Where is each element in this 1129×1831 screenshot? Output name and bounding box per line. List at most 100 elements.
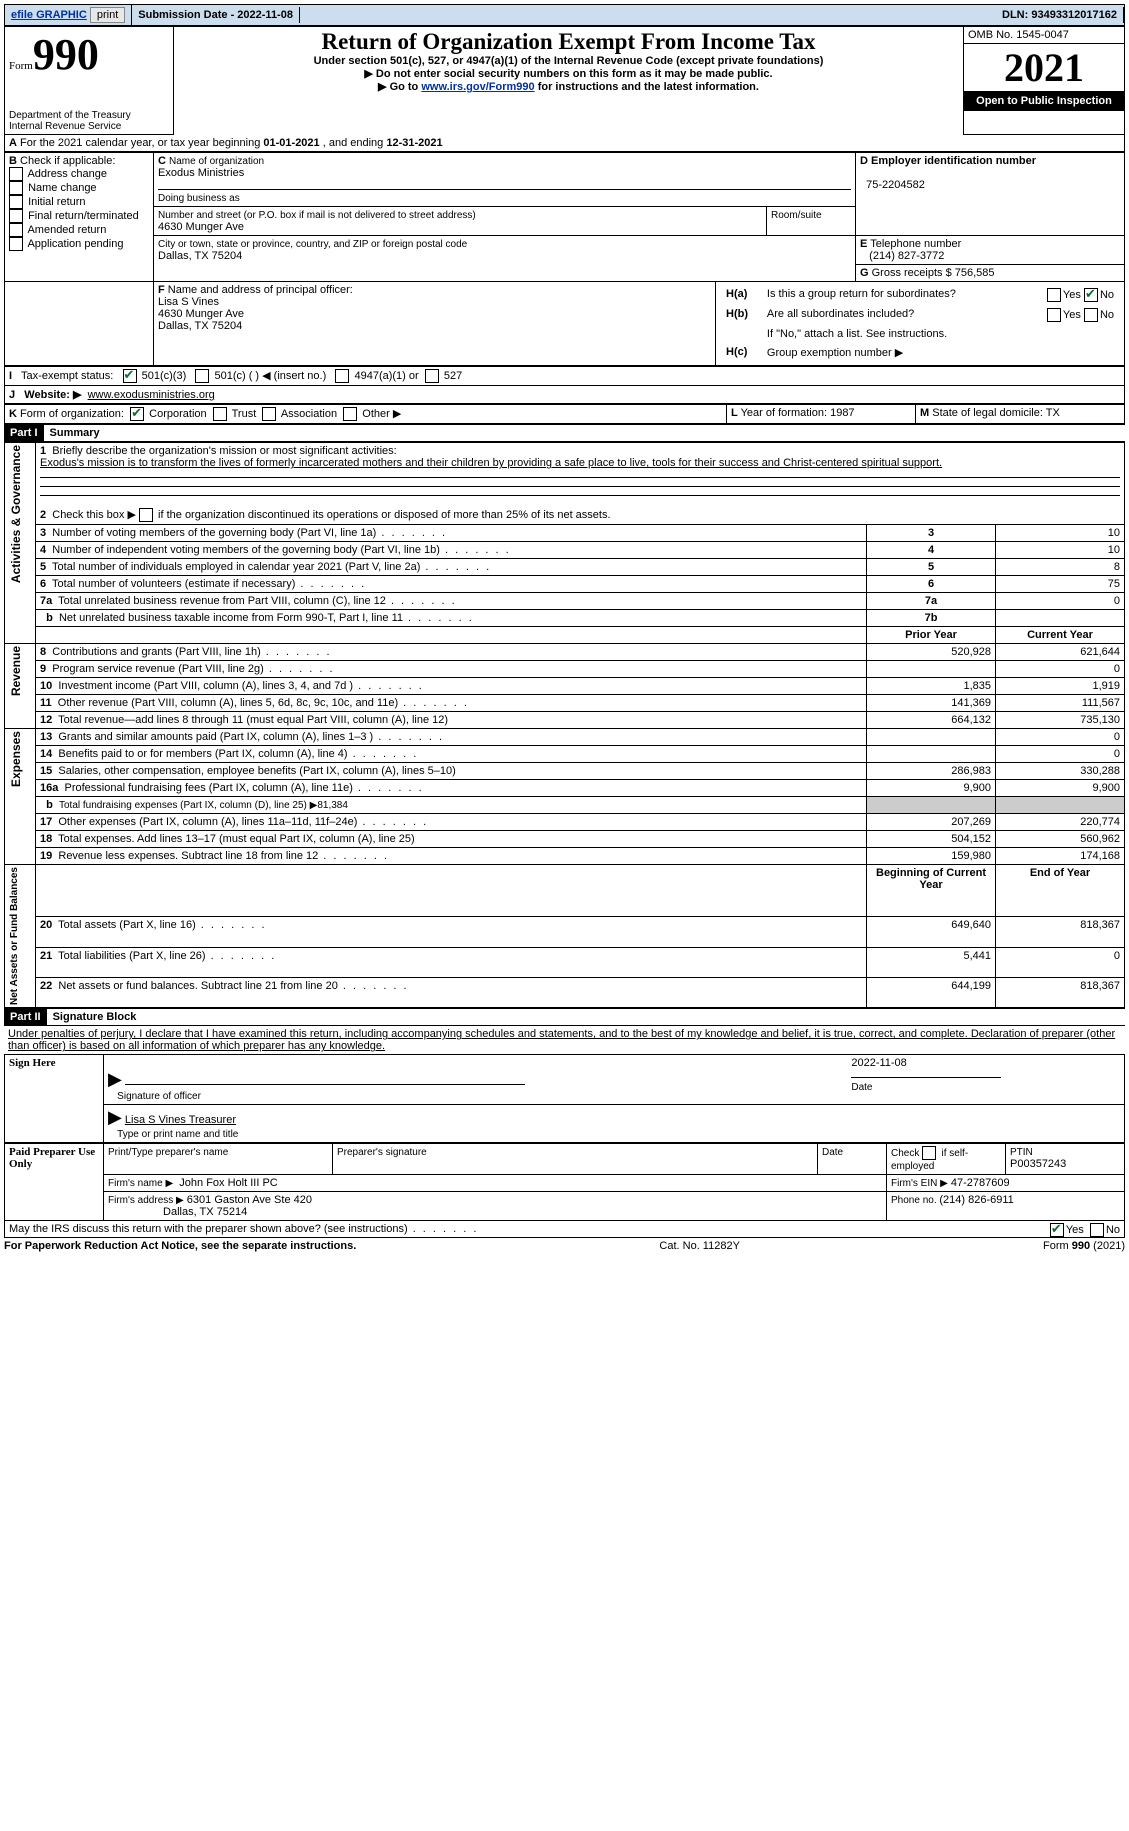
omb-number: OMB No. 1545-0047 xyxy=(964,27,1124,44)
chk-initial-return[interactable]: Initial return xyxy=(28,196,85,208)
org-info-block: B Check if applicable: Address change Na… xyxy=(4,152,1125,282)
i-label: Tax-exempt status: xyxy=(21,370,113,382)
officer-city: Dallas, TX 75204 xyxy=(158,320,242,332)
phone-value: (214) 827-3772 xyxy=(869,250,944,262)
org-name: Exodus Ministries xyxy=(158,167,244,179)
paid-preparer-block: Paid Preparer Use Only Print/Type prepar… xyxy=(4,1143,1125,1221)
prep-name-label: Print/Type preparer's name xyxy=(108,1147,228,1158)
side-revenue: Revenue xyxy=(9,646,23,696)
form-title: Return of Organization Exempt From Incom… xyxy=(178,29,959,55)
irs-link[interactable]: www.irs.gov/Form990 xyxy=(421,81,534,93)
sig-date-value: 2022-11-08 xyxy=(851,1057,906,1069)
c-name-label: Name of organization xyxy=(169,156,264,167)
line4: Number of independent voting members of … xyxy=(52,544,510,556)
hdr-current-year: Current Year xyxy=(996,627,1125,644)
chk-trust[interactable]: Trust xyxy=(232,408,257,420)
subtitle-3: ▶ Go to www.irs.gov/Form990 for instruct… xyxy=(178,80,959,93)
chk-final-return[interactable]: Final return/terminated xyxy=(28,210,139,222)
sig-officer-label: Signature of officer xyxy=(117,1091,201,1102)
line19: Revenue less expenses. Subtract line 18 … xyxy=(58,850,389,862)
line15: Salaries, other compensation, employee b… xyxy=(58,765,455,777)
firm-addr-label: Firm's address ▶ xyxy=(108,1195,184,1206)
hdr-end: End of Year xyxy=(996,865,1125,917)
dept-treasury: Department of the Treasury xyxy=(9,110,169,121)
officer-addr: 4630 Munger Ave xyxy=(158,308,244,320)
website-value[interactable]: www.exodusministries.org xyxy=(88,389,215,401)
line7a: Total unrelated business revenue from Pa… xyxy=(58,595,457,607)
room-label: Room/suite xyxy=(771,210,822,221)
firm-addr: 6301 Gaston Ave Ste 420 xyxy=(187,1194,312,1206)
line11: Other revenue (Part VIII, column (A), li… xyxy=(58,697,469,709)
d-label: Employer identification number xyxy=(871,155,1036,167)
firm-phone: (214) 826-6911 xyxy=(939,1194,1013,1206)
hc-label: Group exemption number ▶ xyxy=(763,344,1118,361)
e-label: Telephone number xyxy=(870,238,961,250)
sign-here-block: Sign Here ▶ Signature of officer 2022-11… xyxy=(4,1054,1125,1143)
chk-501c[interactable]: 501(c) ( ) ◀ (insert no.) xyxy=(214,370,326,382)
efile-label: efile GRAPHIC print xyxy=(5,5,132,25)
chk-assoc[interactable]: Association xyxy=(281,408,337,420)
fh-block: F Name and address of principal officer:… xyxy=(4,282,1125,366)
part2-header: Part IISignature Block xyxy=(4,1008,1125,1026)
line8: Contributions and grants (Part VIII, lin… xyxy=(52,646,331,658)
form-word: Form xyxy=(9,60,33,72)
line6: Total number of volunteers (estimate if … xyxy=(52,578,366,590)
line7b: Net unrelated business taxable income fr… xyxy=(59,612,474,624)
sig-date-label: Date xyxy=(851,1082,872,1093)
summary-table: Activities & Governance 1 Briefly descri… xyxy=(4,442,1125,1008)
line13: Grants and similar amounts paid (Part IX… xyxy=(58,731,444,743)
open-to-public: Open to Public Inspection xyxy=(964,91,1124,111)
hdr-beginning: Beginning of Current Year xyxy=(867,865,996,917)
print-button[interactable]: print xyxy=(90,7,125,23)
addr-label: Number and street (or P.O. box if mail i… xyxy=(158,210,476,221)
b-label: Check if applicable: xyxy=(20,155,115,167)
subtitle-2: ▶ Do not enter social security numbers o… xyxy=(178,67,959,80)
line10: Investment income (Part VIII, column (A)… xyxy=(58,680,423,692)
chk-501c3[interactable]: 501(c)(3) xyxy=(142,370,187,382)
chk-address-change[interactable]: Address change xyxy=(27,168,107,180)
firm-name: John Fox Holt III PC xyxy=(179,1177,277,1189)
prep-date-label: Date xyxy=(822,1147,843,1158)
type-name-label: Type or print name and title xyxy=(117,1129,238,1140)
part1-header: Part ISummary xyxy=(4,424,1125,442)
line16b: Total fundraising expenses (Part IX, col… xyxy=(59,800,348,811)
line9: Program service revenue (Part VIII, line… xyxy=(52,663,334,675)
year-formation: 1987 xyxy=(830,407,854,419)
chk-app-pending[interactable]: Application pending xyxy=(27,238,123,250)
j-label: Website: ▶ xyxy=(24,389,81,401)
sign-here-label: Sign Here xyxy=(5,1055,104,1143)
hb-note: If "No," attach a list. See instructions… xyxy=(763,326,1118,342)
chk-4947[interactable]: 4947(a)(1) or xyxy=(354,370,418,382)
m-label: State of legal domicile: xyxy=(932,407,1046,419)
hdr-prior-year: Prior Year xyxy=(867,627,996,644)
k-label: Form of organization: xyxy=(20,408,124,420)
mission-text: Exodus's mission is to transform the liv… xyxy=(40,457,942,469)
footer-right: Form 990 (2021) xyxy=(1043,1240,1125,1252)
line5: Total number of individuals employed in … xyxy=(52,561,491,573)
chk-amended[interactable]: Amended return xyxy=(27,224,106,236)
chk-name-change[interactable]: Name change xyxy=(28,182,97,194)
mission-label: Briefly describe the organization's miss… xyxy=(52,445,396,457)
footer-mid: Cat. No. 11282Y xyxy=(659,1240,740,1252)
chk-527[interactable]: 527 xyxy=(444,370,462,382)
city-label: City or town, state or province, country… xyxy=(158,239,467,250)
chk-corp[interactable]: Corporation xyxy=(149,408,206,420)
city-value: Dallas, TX 75204 xyxy=(158,250,242,262)
line-a: A For the 2021 calendar year, or tax yea… xyxy=(4,135,1125,152)
paid-preparer-label: Paid Preparer Use Only xyxy=(5,1144,104,1221)
officer-name-title: Lisa S Vines Treasurer xyxy=(125,1114,236,1126)
line21: Total liabilities (Part X, line 26) xyxy=(58,950,276,962)
subtitle-1: Under section 501(c), 527, or 4947(a)(1)… xyxy=(178,55,959,67)
dba-label: Doing business as xyxy=(158,193,240,204)
ij-block: I Tax-exempt status: 501(c)(3) 501(c) ( … xyxy=(4,366,1125,404)
declaration-text: Under penalties of perjury, I declare th… xyxy=(4,1026,1125,1054)
firm-ein: 47-2787609 xyxy=(951,1177,1010,1189)
dln: DLN: 93493312017162 xyxy=(996,7,1124,23)
line22: Net assets or fund balances. Subtract li… xyxy=(58,980,408,992)
tax-year: 2021 xyxy=(1004,45,1084,90)
form-number: 990 xyxy=(33,30,99,79)
form-header: Form990 Department of the Treasury Inter… xyxy=(4,26,1125,135)
chk-other[interactable]: Other ▶ xyxy=(362,408,401,420)
line17: Other expenses (Part IX, column (A), lin… xyxy=(58,816,428,828)
street-address: 4630 Munger Ave xyxy=(158,221,244,233)
